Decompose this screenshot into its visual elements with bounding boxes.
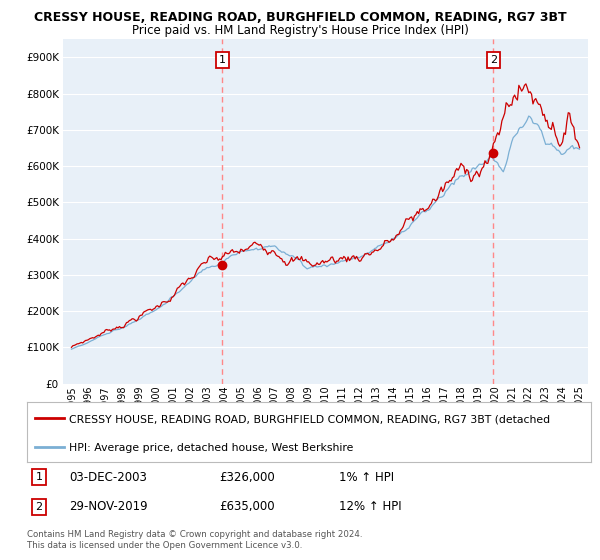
Text: CRESSY HOUSE, READING ROAD, BURGHFIELD COMMON, READING, RG7 3BT (detached: CRESSY HOUSE, READING ROAD, BURGHFIELD C… [70,414,550,424]
Text: Price paid vs. HM Land Registry's House Price Index (HPI): Price paid vs. HM Land Registry's House … [131,24,469,36]
Text: 2: 2 [35,502,43,512]
Text: Contains HM Land Registry data © Crown copyright and database right 2024.: Contains HM Land Registry data © Crown c… [27,530,362,539]
Text: £326,000: £326,000 [219,470,275,484]
Text: 1: 1 [219,55,226,65]
Text: CRESSY HOUSE, READING ROAD, BURGHFIELD COMMON, READING, RG7 3BT: CRESSY HOUSE, READING ROAD, BURGHFIELD C… [34,11,566,24]
Text: HPI: Average price, detached house, West Berkshire: HPI: Average price, detached house, West… [70,443,353,453]
Text: 12% ↑ HPI: 12% ↑ HPI [339,500,401,514]
Text: £635,000: £635,000 [219,500,275,514]
Text: 1% ↑ HPI: 1% ↑ HPI [339,470,394,484]
Text: 29-NOV-2019: 29-NOV-2019 [69,500,148,514]
Text: 2: 2 [490,55,497,65]
Text: This data is licensed under the Open Government Licence v3.0.: This data is licensed under the Open Gov… [27,541,302,550]
Text: 1: 1 [35,472,43,482]
Text: 03-DEC-2003: 03-DEC-2003 [69,470,147,484]
